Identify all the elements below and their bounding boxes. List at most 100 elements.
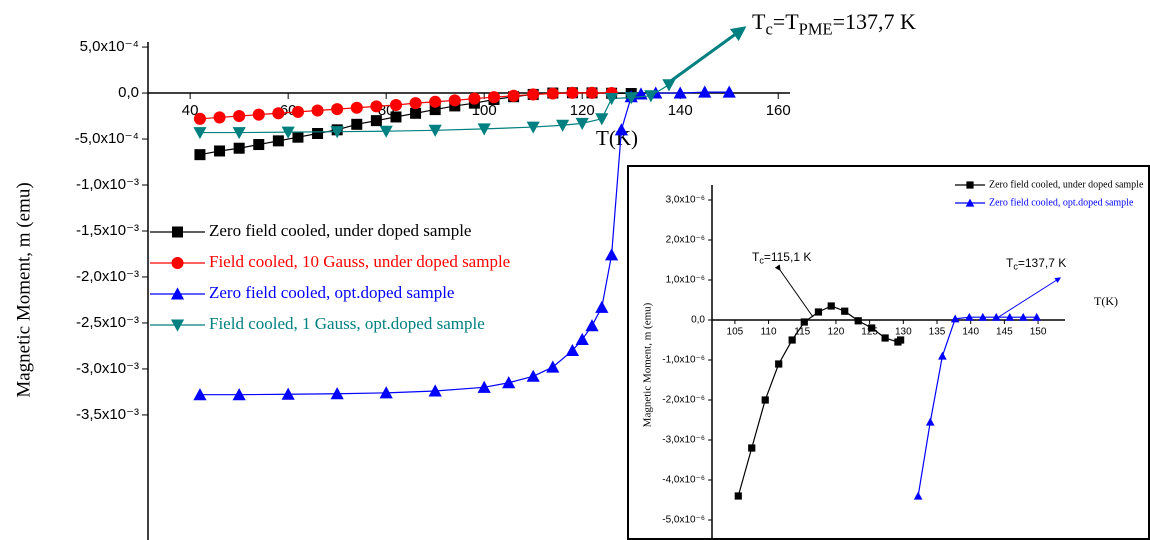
data-point [252,108,265,121]
legend-marker [172,226,183,238]
y-tick-label: 1,0x10⁻⁶ [666,275,705,286]
data-point [272,135,284,147]
y-axis-label: Magnetic Moment, m (emu) [642,302,654,427]
data-point [761,396,769,404]
data-point [502,376,516,389]
data-point [897,336,905,344]
y-tick-label: -4,0x10⁻⁶ [662,475,705,486]
data-point [585,86,599,99]
data-point [389,98,403,112]
legend-marker [170,319,185,332]
data-point [312,128,324,140]
legend-label: Zero field cooled, opt.doped sample [989,197,1134,208]
annotation: Tc=137,7 K [1006,256,1066,272]
annotation-part: =137,7 K [1018,256,1066,270]
data-point [1005,312,1015,321]
annotation-part: T [1006,256,1014,270]
legend-label: Zero field cooled, under doped sample [989,179,1144,190]
data-point [379,386,393,399]
data-point [546,360,560,373]
data-point [311,104,324,117]
y-tick-label: 0,0 [691,315,705,326]
data-point [698,85,712,98]
data-point [487,91,501,104]
data-point [213,111,226,124]
data-point [575,117,589,130]
data-point [965,312,974,321]
data-point [595,113,609,126]
y-tick-label: -1,0x10⁻⁶ [662,355,705,366]
annotation-part: c [759,256,764,266]
legend-label: Zero field cooled, opt.doped sample [209,283,454,302]
y-tick-label: -3,0x10⁻³ [76,360,139,377]
x-tick-label: 140 [962,327,979,338]
x-tick-label: 145 [996,327,1013,338]
x-tick-label: 105 [727,327,744,338]
data-point [775,360,783,368]
data-point [193,112,206,125]
annotation-arrow [996,277,1062,319]
annotation-part: PME [799,19,833,38]
data-point [748,444,756,452]
y-tick-label: 5,0x10⁻⁴ [80,38,139,55]
data-point [330,387,344,400]
inset-frame [627,165,1150,540]
annotation-part: =137,7 K [833,9,916,34]
data-point [233,109,246,123]
annotation-part: c [765,19,772,38]
legend-marker [965,198,975,207]
data-point [881,334,889,342]
data-point [232,388,246,401]
data-point [409,97,422,110]
data-point [585,319,599,332]
data-point [477,123,491,136]
y-tick-label: 3,0x10⁻⁶ [666,195,705,206]
x-tick-label: 150 [1030,327,1047,338]
data-point [292,131,304,143]
data-point [938,351,947,360]
x-axis-label: T(K) [596,126,638,150]
data-point [429,95,442,108]
data-point [281,387,295,400]
data-point [673,86,687,99]
annotation-arrow [667,26,747,85]
data-point [468,92,481,105]
data-point [605,93,619,106]
data-point [868,324,876,332]
y-axis-label: Magnetic Moment, m (emu) [13,182,34,397]
y-tick-label: -2,0x10⁻⁶ [662,395,705,406]
x-tick-label: 125 [861,327,878,338]
data-point [193,388,207,401]
data-point [527,88,540,101]
data-point [854,317,862,325]
data-point [477,380,491,393]
data-point [214,145,226,157]
series-line [199,92,612,120]
data-point [925,417,935,426]
data-point [800,318,808,326]
data-point [232,127,246,140]
data-point [233,142,245,154]
data-point [827,302,835,310]
series-line [917,316,1037,497]
data-point [351,118,363,130]
x-tick-label: 115 [794,327,810,338]
annotation-part: T [752,9,766,34]
data-point [330,126,344,139]
data-point [565,343,580,357]
x-tick-label: 130 [895,327,912,338]
legend-marker [966,181,974,189]
data-point [556,119,570,132]
data-point [410,107,422,119]
y-tick-label: -3,5x10⁻³ [76,406,139,423]
data-point [734,492,742,500]
data-point [566,86,579,99]
data-point [814,308,823,316]
data-point [253,139,265,151]
data-point [1032,312,1042,321]
data-point [978,312,988,321]
data-point [595,300,609,313]
x-tick-label: 135 [929,327,946,338]
data-point [390,111,402,123]
